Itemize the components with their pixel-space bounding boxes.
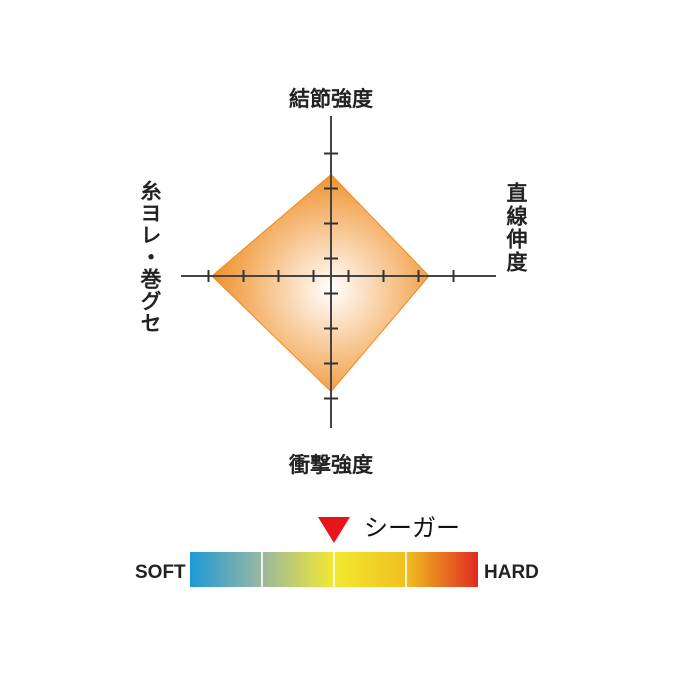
soft-label: SOFT — [135, 562, 186, 583]
hard-label: HARD — [484, 562, 539, 583]
product-label: シーガー — [364, 514, 460, 542]
axis-label-top: 結節強度 — [289, 87, 373, 111]
radar-area — [211, 173, 430, 393]
axis-label-right: 直線伸度 — [504, 182, 529, 274]
axis-label-bottom: 衝撃強度 — [288, 453, 373, 477]
marker-triangle-icon — [318, 517, 350, 543]
axis-label-left: 糸ヨレ・巻グセ — [138, 179, 163, 334]
